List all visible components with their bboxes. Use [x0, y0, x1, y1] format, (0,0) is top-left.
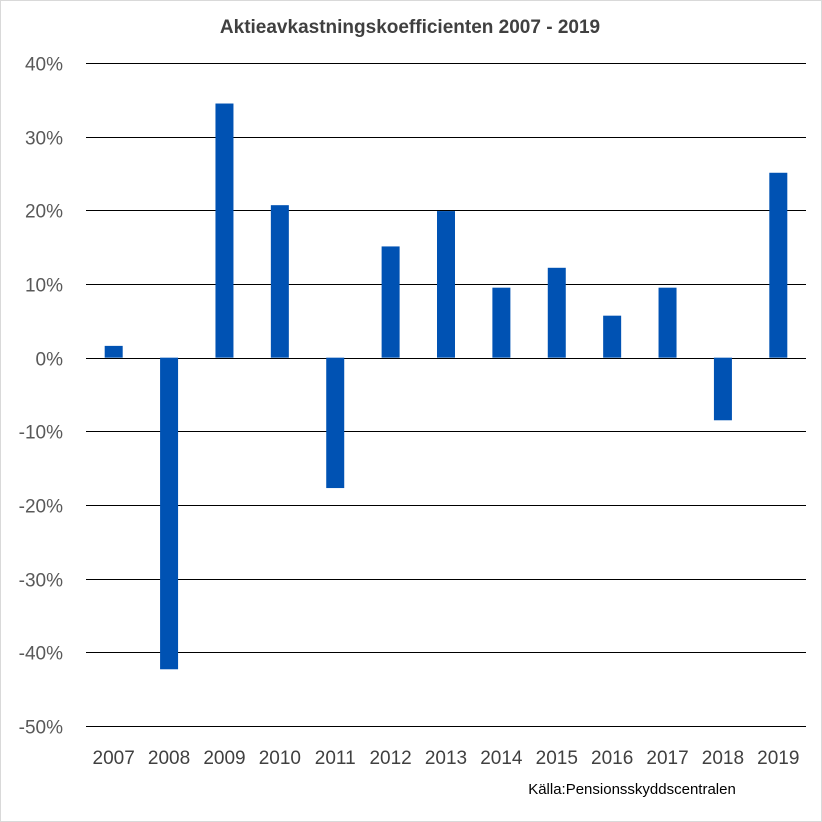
y-tick-label: -50% [19, 718, 63, 739]
y-tick-label: 10% [25, 276, 63, 297]
y-tick-label: -30% [19, 571, 63, 592]
y-tick-label: 0% [36, 350, 64, 371]
y-tick-label: -10% [19, 423, 63, 444]
bar-2016 [603, 315, 622, 358]
x-tick-label: 2014 [480, 748, 523, 769]
x-tick-label: 2009 [203, 748, 245, 769]
y-tick-label: 40% [25, 55, 63, 76]
bar-2007 [104, 345, 123, 358]
source-note: Källa:Pensionsskyddscentralen [528, 781, 736, 798]
x-tick-label: 2010 [259, 748, 301, 769]
x-tick-label: 2018 [702, 748, 744, 769]
bars [104, 103, 788, 670]
bar-2015 [547, 267, 566, 358]
y-tick-label: 30% [25, 129, 63, 150]
bar-2010 [270, 205, 289, 358]
bar-2011 [326, 357, 345, 489]
y-tick-label: -20% [19, 497, 63, 518]
bar-2017 [658, 287, 677, 358]
x-tick-label: 2013 [425, 748, 467, 769]
x-tick-label: 2017 [646, 748, 688, 769]
bar-2014 [492, 287, 511, 358]
y-tick-label: -40% [19, 644, 63, 665]
chart-title: Aktieavkastningskoefficienten 2007 - 201… [220, 17, 600, 38]
bar-2018 [713, 357, 732, 421]
gridlines [86, 63, 806, 727]
bar-2009 [215, 103, 234, 358]
x-tick-label: 2007 [93, 748, 135, 769]
y-axis-ticks: 40% 30% 20% 10% 0% -10% -20% -30% -40% -50% [19, 55, 63, 739]
x-tick-label: 2019 [757, 748, 799, 769]
x-tick-label: 2012 [369, 748, 411, 769]
y-tick-label: 20% [25, 202, 63, 223]
x-tick-label: 2016 [591, 748, 633, 769]
x-axis-ticks: 2007 2008 2009 2010 2011 2012 2013 2014 2015 2016… [93, 748, 800, 769]
bar-2019 [769, 172, 788, 358]
bar-2008 [160, 357, 179, 670]
x-tick-label: 2011 [315, 748, 356, 769]
bar-2012 [381, 246, 400, 358]
x-tick-label: 2008 [148, 748, 190, 769]
x-tick-label: 2015 [536, 748, 578, 769]
bar-2013 [437, 211, 455, 358]
